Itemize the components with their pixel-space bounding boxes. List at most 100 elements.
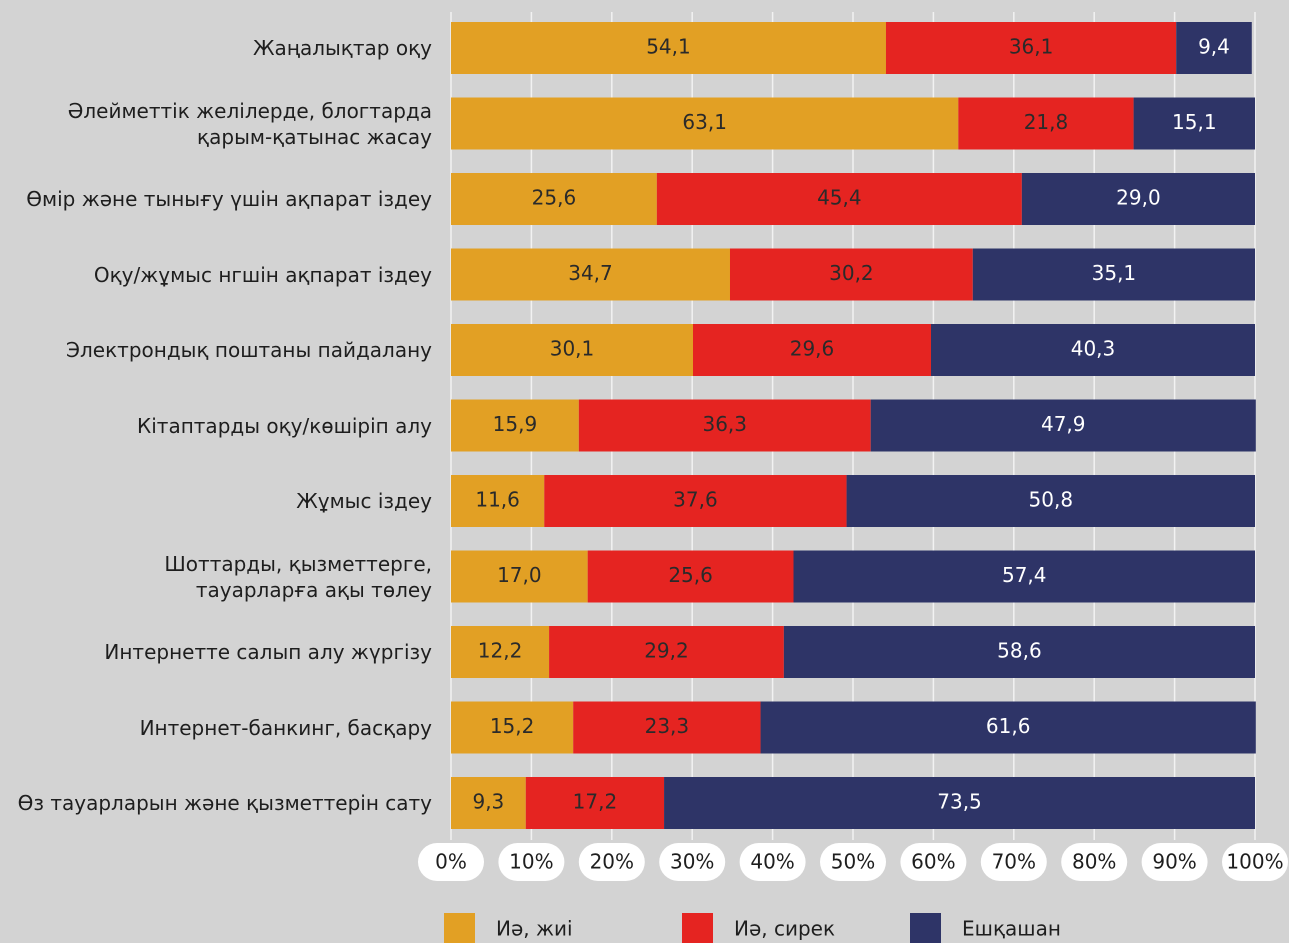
tick-pill xyxy=(418,843,484,881)
value-label: 29,2 xyxy=(644,639,689,663)
tick-pill xyxy=(739,843,806,881)
category-label: Электрондық поштаны пайдалану xyxy=(66,338,432,362)
tick-pill xyxy=(578,843,645,881)
legend-label: Иә, сирек xyxy=(734,917,835,941)
value-label: 45,4 xyxy=(817,186,862,210)
legend-swatch xyxy=(682,913,713,943)
x-tick-label: 0% xyxy=(435,850,467,874)
tick-pill xyxy=(820,843,886,881)
bar-segment xyxy=(578,399,871,452)
bar-segment xyxy=(451,97,959,150)
value-label: 12,2 xyxy=(478,639,523,663)
bar-segment xyxy=(1176,22,1252,74)
value-label: 36,3 xyxy=(702,412,747,436)
value-label: 30,2 xyxy=(829,261,874,285)
bar-segment xyxy=(525,777,665,829)
bar-segment xyxy=(451,475,545,527)
value-label: 25,6 xyxy=(532,186,577,210)
x-tick-label: 70% xyxy=(992,850,1036,874)
category-label: Интернетте салып алу жүргізу xyxy=(104,640,432,664)
legend-label: Иә, жиі xyxy=(496,917,573,941)
bar-segment xyxy=(870,399,1256,452)
bar-segment xyxy=(972,248,1255,301)
x-tick-label: 30% xyxy=(670,850,714,874)
category-label: Шоттарды, қызметтерге, тауарларға ақы тө… xyxy=(164,551,432,602)
bar-segment xyxy=(783,626,1255,678)
value-label: 34,7 xyxy=(568,261,613,285)
value-label: 73,5 xyxy=(937,790,982,814)
value-label: 11,6 xyxy=(475,488,520,512)
value-label: 54,1 xyxy=(646,35,691,59)
value-label: 17,0 xyxy=(497,563,542,587)
bar-segment xyxy=(451,173,657,225)
bar-segment xyxy=(793,550,1255,603)
bar-segment xyxy=(451,550,588,603)
category-label: Әлейметтік желілерде, блогтарда қарым-қа… xyxy=(67,98,432,149)
bar-segment xyxy=(573,701,761,754)
category-label: Оқу/жұмыс нгшін ақпарат іздеу xyxy=(93,262,432,287)
tick-pill xyxy=(1061,843,1128,881)
value-label: 36,1 xyxy=(1009,35,1054,59)
x-tick-label: 50% xyxy=(831,850,875,874)
category-label: Өмір және тынығу үшін ақпарат іздеу xyxy=(26,187,432,211)
value-label: 47,9 xyxy=(1041,412,1086,436)
bar-segment xyxy=(451,777,526,829)
x-tick-label: 20% xyxy=(590,850,634,874)
category-label: Интернет-банкинг, басқару xyxy=(139,715,432,740)
bar-segment xyxy=(885,22,1177,74)
bar-segment xyxy=(656,173,1022,225)
tick-pill xyxy=(1141,843,1208,881)
value-label: 30,1 xyxy=(550,337,595,361)
legend-label: Ешқашан xyxy=(962,917,1061,941)
value-label: 37,6 xyxy=(673,488,718,512)
value-label: 25,6 xyxy=(668,563,713,587)
value-label: 15,9 xyxy=(493,412,538,436)
x-tick-label: 60% xyxy=(911,850,955,874)
bar-segment xyxy=(693,324,931,376)
value-label: 15,2 xyxy=(490,714,535,738)
value-label: 63,1 xyxy=(682,110,727,134)
x-tick-label: 90% xyxy=(1152,850,1196,874)
bar-segment xyxy=(451,399,579,452)
value-label: 23,3 xyxy=(645,714,690,738)
value-label: 50,8 xyxy=(1029,488,1074,512)
value-label: 21,8 xyxy=(1024,110,1069,134)
bar-segment xyxy=(549,626,784,678)
value-label: 61,6 xyxy=(986,714,1031,738)
category-label: Жұмыс іздеу xyxy=(296,489,432,513)
bar-segment xyxy=(451,324,694,376)
value-label: 9,3 xyxy=(472,790,504,814)
bar-segment xyxy=(958,97,1134,150)
value-label: 15,1 xyxy=(1172,110,1217,134)
category-label: Кітаптарды оқу/көшіріп алу xyxy=(137,413,432,438)
bar-segment xyxy=(760,701,1256,754)
bar-segment xyxy=(587,550,794,603)
bar-segment xyxy=(930,324,1255,376)
tick-pill xyxy=(1222,843,1288,881)
legend-swatch xyxy=(444,913,475,943)
x-tick-label: 100% xyxy=(1226,850,1283,874)
legend-swatch xyxy=(910,913,941,943)
bar-segment xyxy=(451,701,574,754)
category-label: Жаңалықтар оқу xyxy=(252,36,432,60)
bar-segment xyxy=(451,248,730,301)
bar-segment xyxy=(664,777,1255,829)
bar-segment xyxy=(1021,173,1255,225)
value-label: 35,1 xyxy=(1092,261,1137,285)
tick-pill xyxy=(498,843,565,881)
x-tick-label: 80% xyxy=(1072,850,1116,874)
tick-pill xyxy=(659,843,726,881)
category-label: Өз тауарларын және қызметтерін сату xyxy=(17,791,432,815)
value-label: 57,4 xyxy=(1002,563,1047,587)
bar-segment xyxy=(1133,97,1255,150)
bar-segment xyxy=(451,626,550,678)
value-label: 29,6 xyxy=(790,337,835,361)
value-label: 9,4 xyxy=(1198,35,1230,59)
value-label: 40,3 xyxy=(1071,337,1116,361)
bar-segment xyxy=(729,248,973,301)
value-label: 29,0 xyxy=(1116,186,1161,210)
value-label: 17,2 xyxy=(573,790,618,814)
x-tick-label: 40% xyxy=(750,850,794,874)
